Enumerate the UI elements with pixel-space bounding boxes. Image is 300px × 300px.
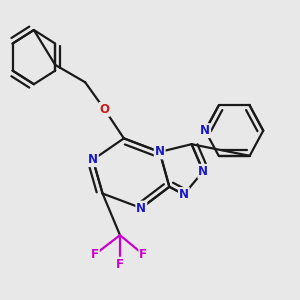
Text: N: N (136, 202, 146, 214)
Text: N: N (155, 146, 165, 158)
Text: N: N (200, 124, 210, 137)
Text: F: F (91, 248, 99, 261)
Text: O: O (100, 103, 110, 116)
Text: F: F (139, 248, 147, 261)
Text: N: N (88, 153, 98, 166)
Text: N: N (198, 165, 208, 178)
Text: F: F (116, 258, 124, 271)
Text: N: N (179, 188, 189, 201)
